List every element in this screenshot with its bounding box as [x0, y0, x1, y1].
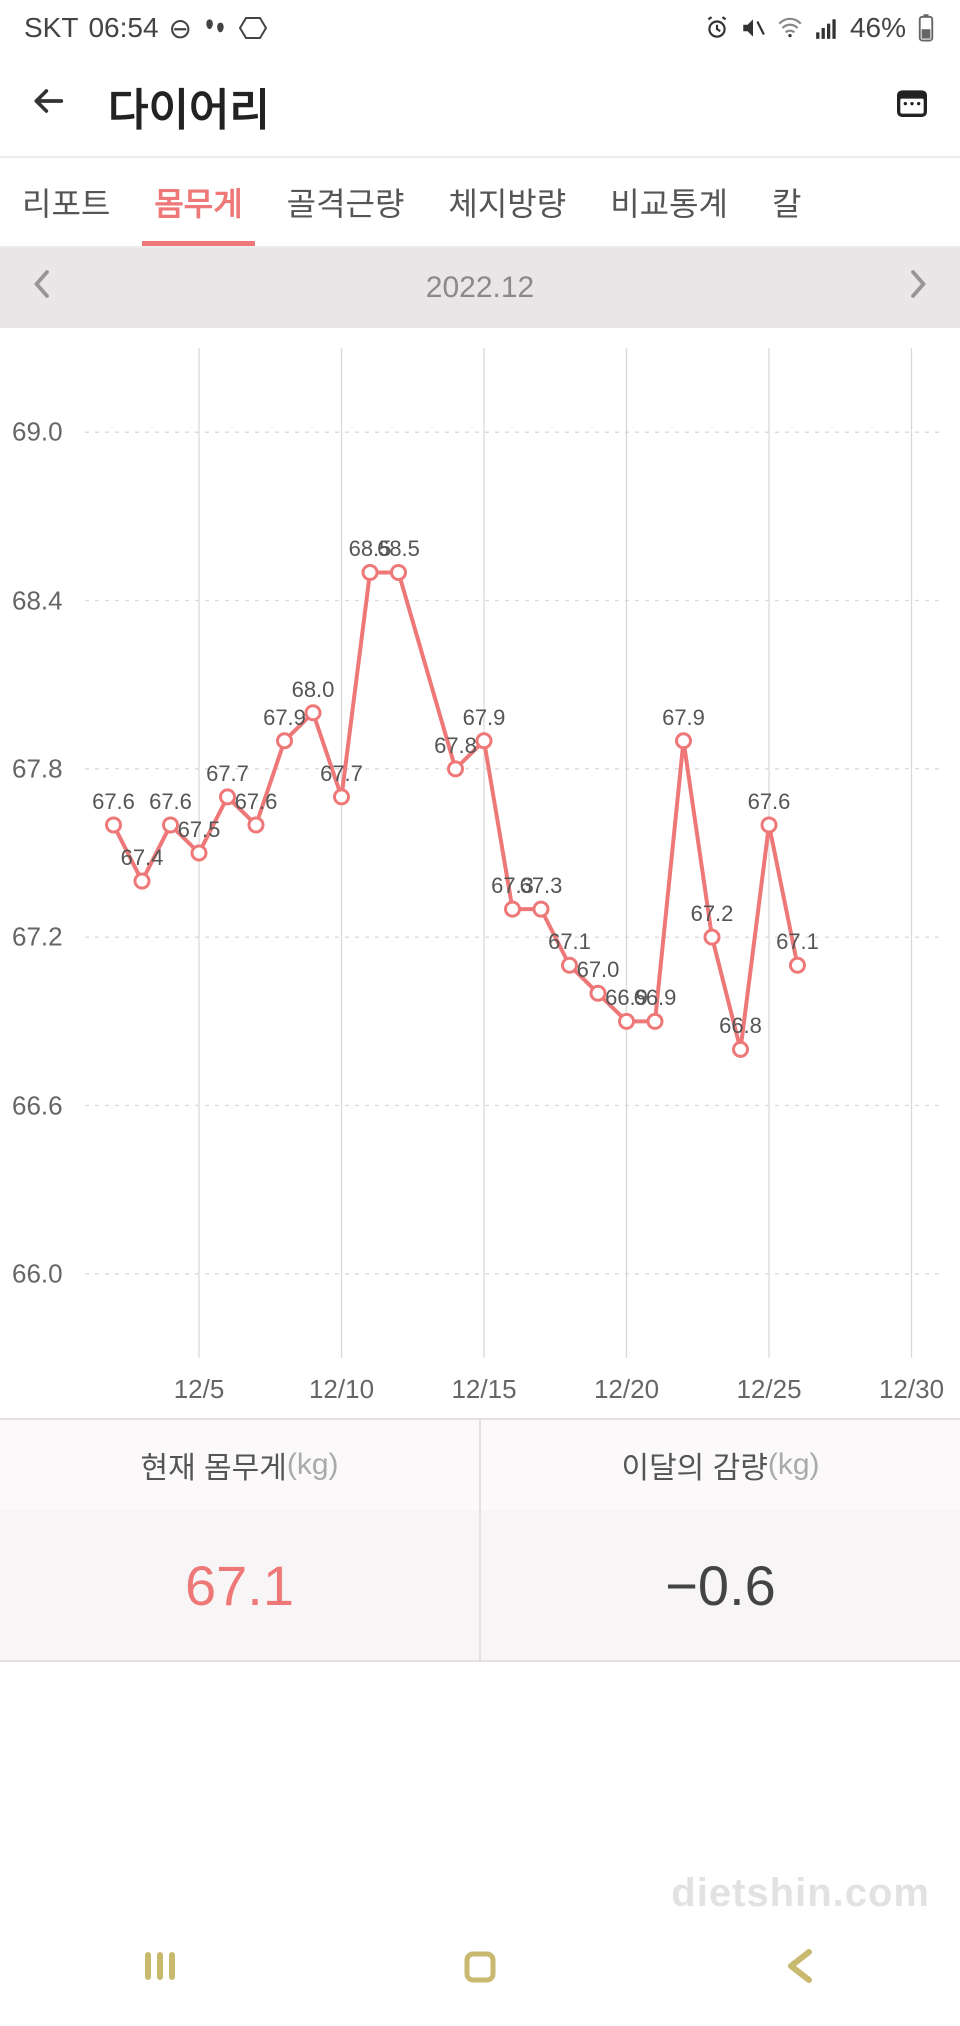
summary-panel: 현재 몸무게 (kg) 67.1 이달의 감량 (kg) −0.6 [0, 1418, 960, 1662]
tab-2[interactable]: 골격근량 [265, 158, 427, 246]
weight-chart: 66.0 66.6 67.2 67.8 68.4 69.0 12/5 12/10 12/15 12… [0, 328, 960, 1418]
unit-label: (kg) [287, 1448, 339, 1482]
carrier-label: SKT [24, 12, 78, 44]
system-navbar [0, 1926, 960, 2006]
y-tick-label: 68.4 [12, 585, 63, 616]
point-label: 67.2 [691, 901, 734, 927]
app-header: 다이어리 [0, 56, 960, 156]
point-label: 67.0 [577, 957, 620, 983]
point-label: 67.7 [320, 761, 363, 787]
point-label: 67.4 [121, 845, 164, 871]
month-selector: 2022.12 [0, 248, 960, 328]
tab-5[interactable]: 칼 [750, 158, 823, 246]
y-tick-label: 66.0 [12, 1258, 63, 1289]
month-label: 2022.12 [426, 271, 534, 305]
watermark: dietshin.com [671, 1871, 930, 1916]
page-title: 다이어리 [108, 74, 892, 138]
point-label: 67.3 [520, 873, 563, 899]
monthly-loss-value: −0.6 [481, 1510, 960, 1660]
point-label: 67.9 [263, 705, 306, 731]
point-label: 67.6 [748, 789, 791, 815]
point-label: 68.0 [292, 677, 335, 703]
y-tick-label: 66.6 [12, 1090, 63, 1121]
point-label: 66.9 [634, 985, 677, 1011]
tab-bar: 리포트몸무게골격근량체지방량비교통계칼 [0, 158, 960, 248]
point-label: 67.6 [235, 789, 278, 815]
mute-icon [740, 15, 766, 41]
y-tick-label: 69.0 [12, 417, 63, 448]
tab-3[interactable]: 체지방량 [426, 158, 588, 246]
clock-label: 06:54 [88, 12, 158, 44]
unit-label: (kg) [768, 1448, 820, 1482]
do-not-disturb-icon: ⊖ [169, 12, 192, 45]
back-button[interactable] [28, 81, 68, 131]
point-label: 66.8 [719, 1013, 762, 1039]
battery-icon [916, 13, 936, 43]
battery-percent: 46% [850, 12, 906, 44]
point-label: 67.5 [178, 817, 221, 843]
x-tick-label: 12/30 [879, 1374, 944, 1405]
point-label: 67.7 [206, 761, 249, 787]
point-label: 68.5 [377, 536, 420, 562]
x-tick-label: 12/15 [451, 1374, 516, 1405]
point-label: 67.9 [662, 705, 705, 731]
current-weight-value: 67.1 [0, 1510, 479, 1660]
alarm-icon [704, 15, 730, 41]
x-tick-label: 12/25 [736, 1374, 801, 1405]
x-tick-label: 12/20 [594, 1374, 659, 1405]
wifi-icon [776, 15, 804, 41]
steps-icon [202, 15, 228, 41]
tab-1[interactable]: 몸무게 [132, 158, 264, 246]
point-label: 67.6 [149, 789, 192, 815]
point-label: 67.8 [434, 733, 477, 759]
current-weight-label: 현재 몸무게 [140, 1443, 286, 1487]
back-nav-button[interactable] [765, 1946, 835, 1986]
monthly-loss-label: 이달의 감량 [621, 1443, 767, 1487]
y-tick-label: 67.8 [12, 753, 63, 784]
monthly-loss-card: 이달의 감량 (kg) −0.6 [481, 1420, 960, 1660]
status-bar: SKT 06:54 ⊖ 46% [0, 0, 960, 56]
point-label: 67.6 [92, 789, 135, 815]
point-label: 67.1 [776, 929, 819, 955]
signal-icon [814, 15, 840, 41]
tab-0[interactable]: 리포트 [0, 158, 132, 246]
calendar-button[interactable] [892, 82, 932, 131]
current-weight-card: 현재 몸무게 (kg) 67.1 [0, 1420, 481, 1660]
x-tick-label: 12/10 [309, 1374, 374, 1405]
home-button[interactable] [445, 1946, 515, 1986]
badge-icon [238, 15, 268, 41]
point-label: 67.1 [548, 929, 591, 955]
next-month-button[interactable] [908, 269, 930, 308]
y-tick-label: 67.2 [12, 922, 63, 953]
tab-4[interactable]: 비교통계 [588, 158, 750, 246]
x-tick-label: 12/5 [174, 1374, 225, 1405]
point-label: 67.9 [463, 705, 506, 731]
recent-apps-button[interactable] [125, 1946, 195, 1986]
prev-month-button[interactable] [30, 269, 52, 308]
